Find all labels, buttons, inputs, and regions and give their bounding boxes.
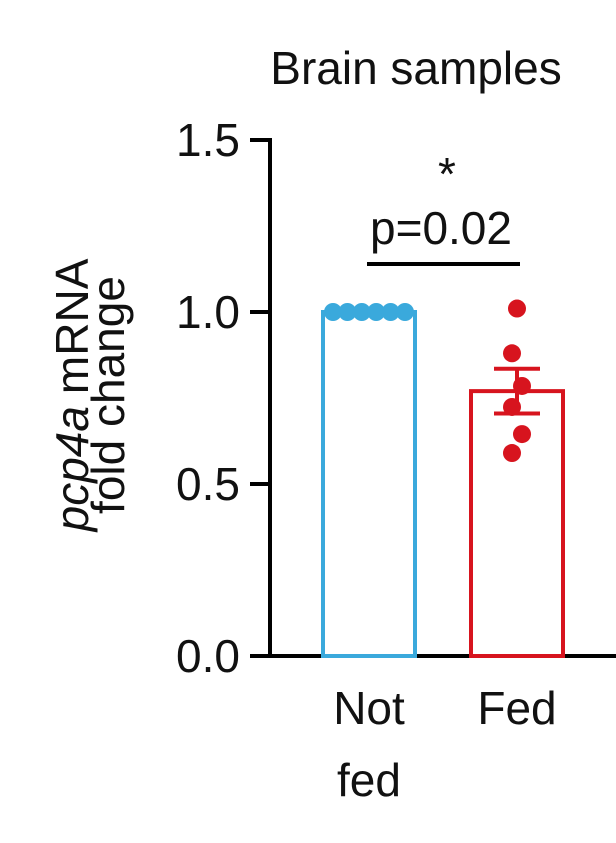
data-point: [338, 303, 357, 321]
y-axis-label-gene: pcp4a: [46, 406, 98, 533]
y-tick-label: 1.5: [176, 114, 240, 166]
x-tick-label: Fed: [477, 682, 557, 734]
data-point: [352, 303, 371, 321]
significance-star: *: [438, 148, 456, 200]
p-value: p=0.02: [370, 202, 512, 254]
data-point: [396, 303, 414, 321]
data-point: [367, 303, 386, 321]
y-axis-label-line2: fold change: [82, 276, 134, 514]
chart-title: Brain samples: [270, 42, 561, 94]
y-axis-label: pcp4a mRNA: [46, 258, 98, 533]
y-tick-label: 0.5: [176, 458, 240, 510]
bar: [321, 310, 417, 658]
data-point: [513, 425, 531, 444]
data-point: [508, 299, 526, 318]
data-point: [381, 303, 400, 321]
data-point: [503, 444, 521, 463]
y-tick-label: 1.0: [176, 286, 240, 338]
y-tick-label: 0.0: [176, 630, 240, 682]
y-axis-label-part: mRNA: [46, 258, 98, 394]
x-tick-label: Not fed: [333, 682, 405, 806]
data-point: [324, 303, 342, 321]
data-point: [503, 344, 521, 363]
